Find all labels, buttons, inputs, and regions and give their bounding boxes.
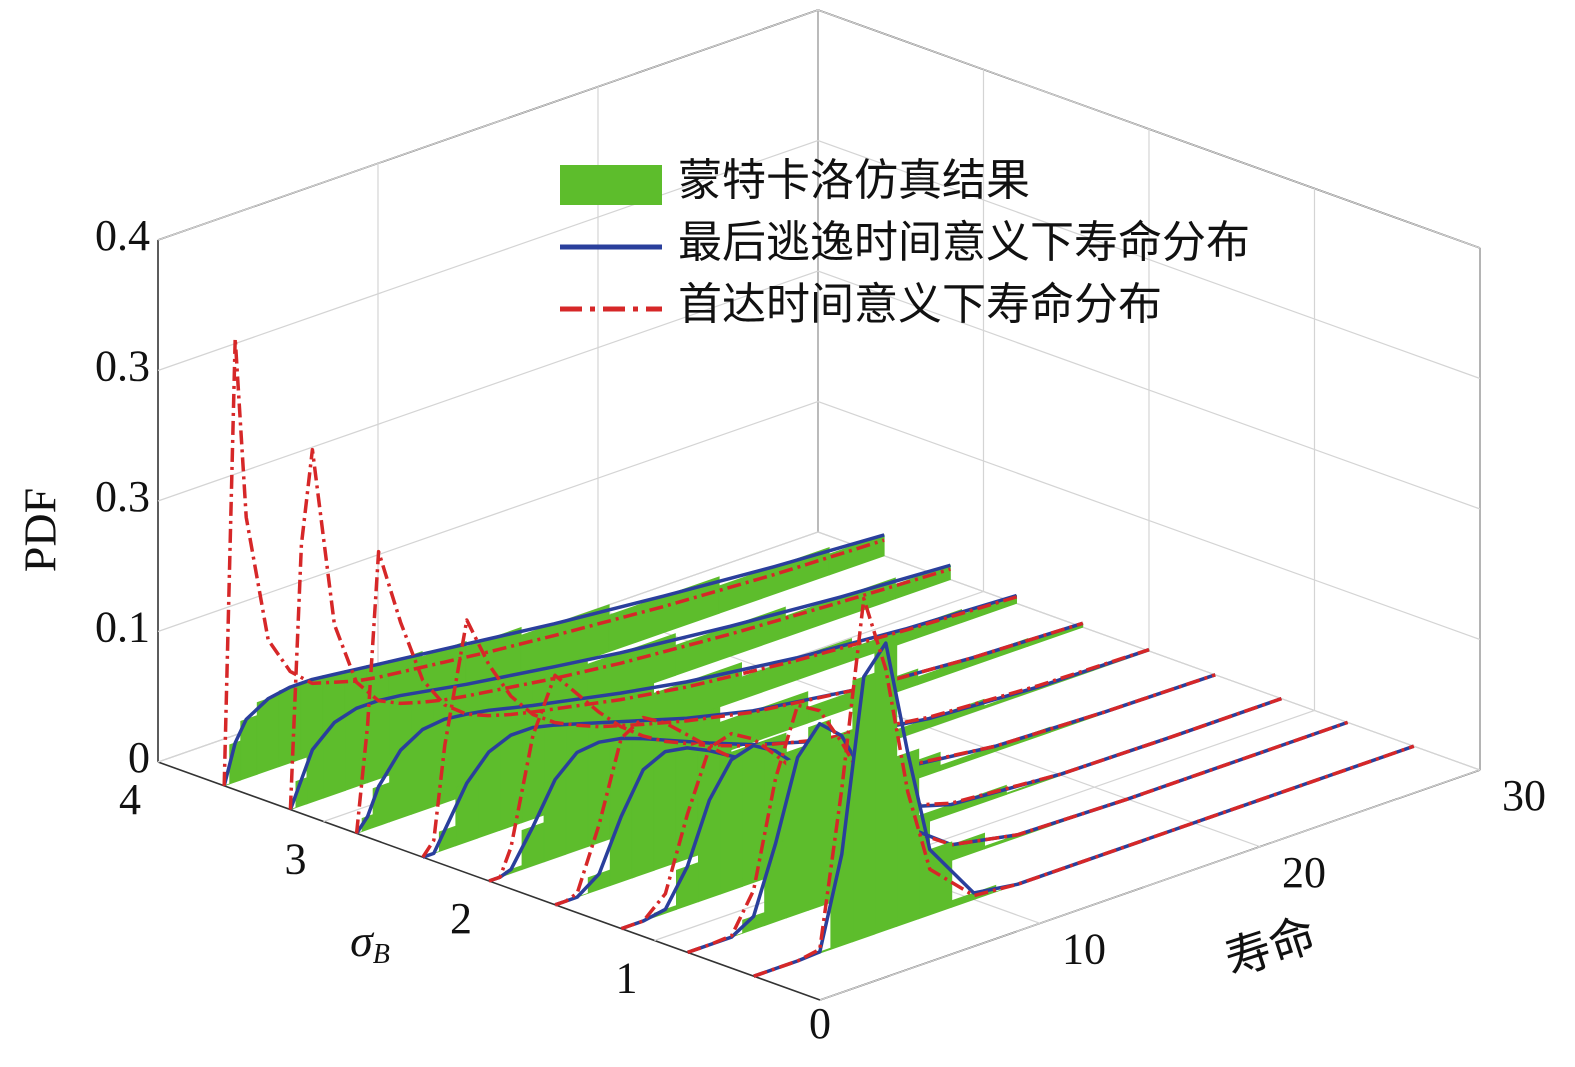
first-passage-line [620,696,1282,931]
histogram-bar [874,638,898,935]
histogram-bar [372,782,391,829]
histogram-bar [698,795,721,903]
histogram-bar [896,748,920,927]
z-tick-label: 0.3 [95,472,150,521]
y-tick-label: 0 [809,999,831,1048]
first-passage-line [753,596,1415,978]
histogram-bar [852,672,876,943]
y-axis-label-symbol: σ [350,915,375,966]
histogram-bar [764,839,787,927]
labels: 0 0.1 0.3 0.3 0.4 10 20 30 0 1 2 3 4 PDF σB 寿命 [15,211,1546,1048]
z-tick-label: 0.1 [95,603,150,652]
histogram-bar [786,753,809,919]
last-exit-line [422,621,1084,859]
y-axis-label: σB [350,915,390,971]
histogram-bar [608,576,720,653]
histogram-bar [587,737,611,848]
first-passage-line [687,703,1349,955]
first-passage-line [222,336,885,786]
last-exit-line [355,593,1018,835]
legend-label: 首达时间意义下寿命分布 [678,280,1162,329]
histogram-bar [785,577,896,638]
legend-swatch [560,165,662,205]
histogram-bar [742,741,765,887]
histogram-bar [455,778,479,847]
histogram-bar [653,747,677,871]
z-tick-label: 0 [128,733,150,782]
first-passage-line [554,673,1216,907]
histogram-bar [278,682,302,768]
last-exit-line [222,533,885,787]
y-axis-label-subscript: B [373,939,390,970]
legend-label: 蒙特卡洛仿真结果 [678,156,1030,205]
legend-label: 最后逃逸时间意义下寿命分布 [678,218,1250,267]
grid-line [157,9,1481,249]
histogram-bar [543,775,567,863]
histogram-bar [366,696,390,784]
z-axis-label: PDF [15,488,66,572]
first-passage-line [488,648,1150,883]
x-axis-label: 寿命 [1219,909,1322,986]
first-passage-line [288,447,951,810]
histogram-bar [719,691,809,755]
slice [288,447,951,811]
x-tick-label: 20 [1282,848,1326,897]
histogram-bar [830,849,854,950]
histogram-bar [609,812,633,887]
z-tick-label: 0.4 [95,211,150,260]
x-tick-label: 30 [1502,771,1546,820]
histogram-bar [389,745,413,823]
histogram-bar [300,675,324,760]
histogram-bar [675,606,786,676]
slice [753,596,1415,978]
y-tick-label: 1 [616,954,638,1003]
y-tick-label: 2 [450,894,472,943]
y-tick-label: 4 [119,775,141,824]
y-tick-label: 3 [285,835,307,884]
x-tick-label: 10 [1062,924,1106,973]
histogram-bar [499,730,523,831]
histogram-bar [718,546,830,614]
grid-line [819,248,1481,1001]
plot-area [222,336,1415,978]
histogram-bar [808,719,831,911]
z-tick-label: 0.3 [95,342,150,391]
